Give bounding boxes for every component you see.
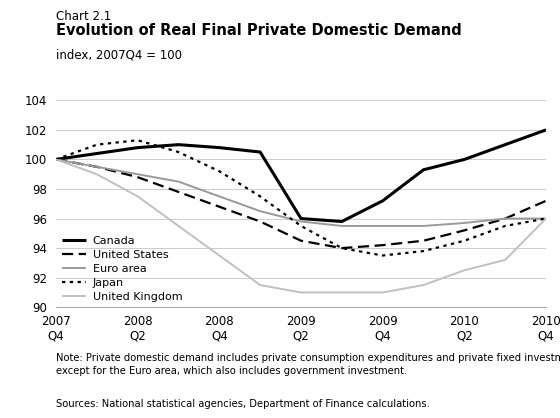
Euro area <box>461 220 468 225</box>
Japan <box>298 224 305 229</box>
United States <box>134 175 141 180</box>
United States <box>502 216 508 221</box>
Euro area <box>216 194 223 199</box>
United Kingdom <box>338 290 345 295</box>
United Kingdom <box>461 268 468 273</box>
Euro area <box>298 219 305 224</box>
United States <box>94 164 100 169</box>
Japan <box>216 169 223 174</box>
United Kingdom <box>94 172 100 177</box>
Canada <box>134 145 141 150</box>
Canada <box>379 198 386 203</box>
United Kingdom <box>379 290 386 295</box>
United States <box>53 157 59 162</box>
Japan <box>379 253 386 258</box>
Euro area <box>420 224 427 229</box>
Euro area <box>338 224 345 229</box>
United States <box>175 189 182 194</box>
Canada <box>298 216 305 221</box>
United Kingdom <box>216 253 223 258</box>
Legend: Canada, United States, Euro area, Japan, United Kingdom: Canada, United States, Euro area, Japan,… <box>62 236 183 302</box>
Line: United Kingdom: United Kingdom <box>56 159 546 293</box>
Text: Sources: National statistical agencies, Department of Finance calculations.: Sources: National statistical agencies, … <box>56 399 430 409</box>
Japan <box>461 238 468 243</box>
Japan <box>134 138 141 143</box>
United Kingdom <box>420 283 427 288</box>
Japan <box>257 194 264 199</box>
United States <box>257 219 264 224</box>
United States <box>461 228 468 233</box>
United Kingdom <box>257 283 264 288</box>
Euro area <box>94 164 100 169</box>
Canada <box>216 145 223 150</box>
United Kingdom <box>134 194 141 199</box>
Euro area <box>502 216 508 221</box>
Text: index, 2007Q4 = 100: index, 2007Q4 = 100 <box>56 48 182 61</box>
Euro area <box>257 209 264 214</box>
Line: Japan: Japan <box>56 140 546 255</box>
Canada <box>338 219 345 224</box>
Japan <box>338 246 345 251</box>
United Kingdom <box>53 157 59 162</box>
Euro area <box>53 157 59 162</box>
Canada <box>175 142 182 147</box>
Euro area <box>175 179 182 184</box>
Japan <box>543 216 549 221</box>
Text: Chart 2.1: Chart 2.1 <box>56 10 111 23</box>
Japan <box>175 150 182 155</box>
United States <box>420 238 427 243</box>
United States <box>338 246 345 251</box>
United States <box>543 198 549 203</box>
United States <box>379 242 386 247</box>
Euro area <box>134 172 141 177</box>
Canada <box>543 127 549 133</box>
United Kingdom <box>175 224 182 229</box>
Canada <box>53 157 59 162</box>
Japan <box>502 224 508 229</box>
Text: Evolution of Real Final Private Domestic Demand: Evolution of Real Final Private Domestic… <box>56 23 462 38</box>
Japan <box>420 249 427 254</box>
United Kingdom <box>502 257 508 263</box>
Canada <box>420 167 427 172</box>
Canada <box>257 150 264 155</box>
Canada <box>94 151 100 156</box>
Text: Note: Private domestic demand includes private consumption expenditures and priv: Note: Private domestic demand includes p… <box>56 353 560 377</box>
Line: Canada: Canada <box>56 130 546 222</box>
United States <box>298 238 305 243</box>
Euro area <box>379 224 386 229</box>
United Kingdom <box>298 290 305 295</box>
Japan <box>53 157 59 162</box>
United States <box>216 204 223 209</box>
Canada <box>461 157 468 162</box>
Line: Euro area: Euro area <box>56 159 546 226</box>
Canada <box>502 142 508 147</box>
Japan <box>94 142 100 147</box>
Line: United States: United States <box>56 159 546 248</box>
Euro area <box>543 216 549 221</box>
United Kingdom <box>543 216 549 221</box>
